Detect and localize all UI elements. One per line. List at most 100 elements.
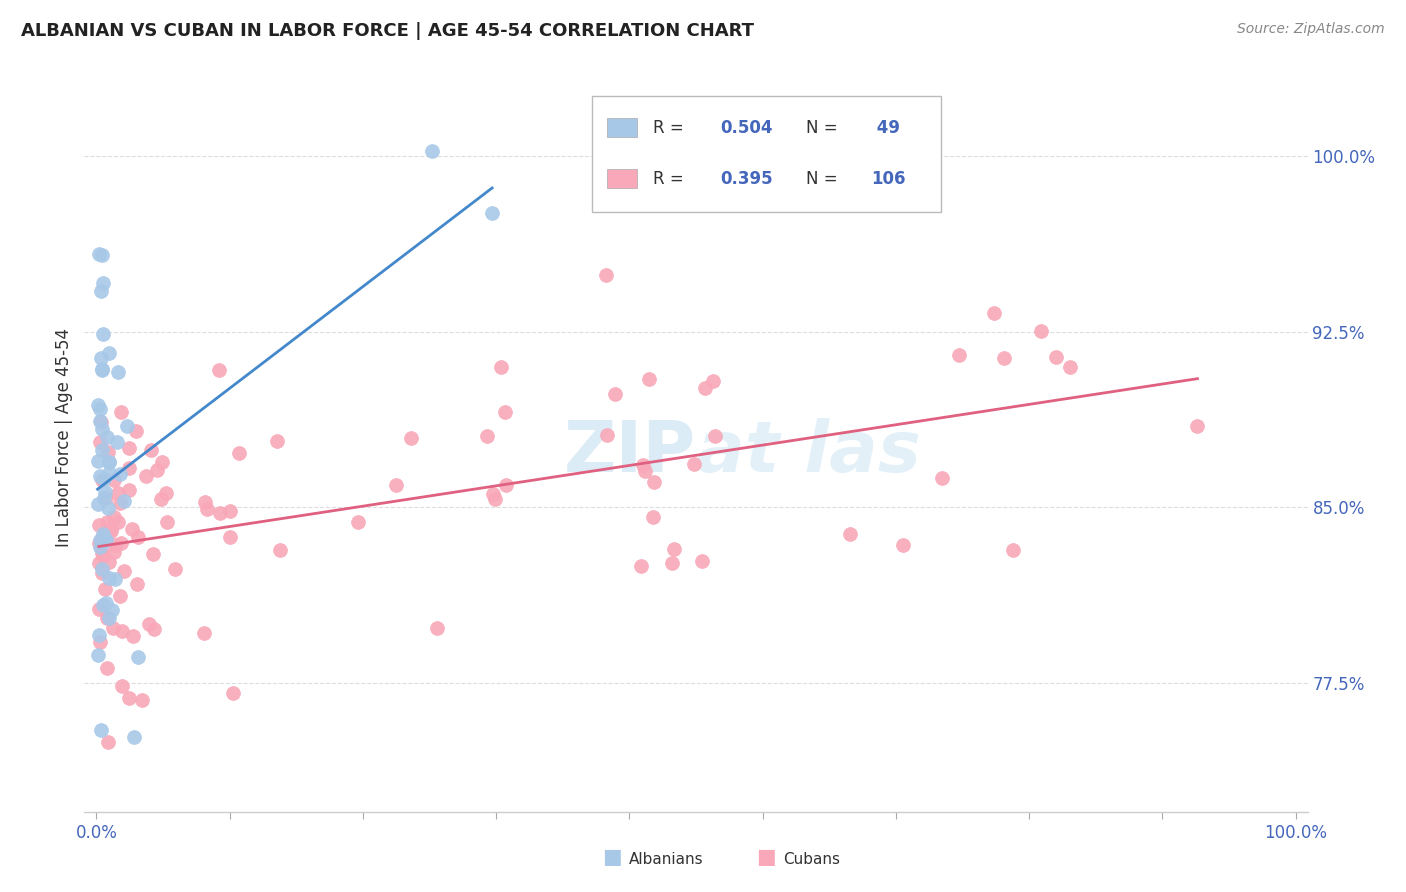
Point: [103, 473, 125, 487]
Point: [1001, 543, 1024, 558]
Point: [122, 629, 145, 643]
Point: [125, 424, 148, 438]
Point: [1187, 419, 1209, 434]
Point: [641, 510, 664, 524]
Point: [891, 538, 914, 552]
Point: [90, 361, 112, 376]
FancyBboxPatch shape: [592, 96, 941, 212]
Point: [1045, 351, 1067, 365]
Point: [704, 429, 727, 443]
Point: [269, 542, 291, 557]
Point: [115, 418, 138, 433]
Point: [103, 510, 125, 524]
Point: [93, 472, 115, 486]
Point: [90, 284, 112, 298]
Point: [112, 494, 135, 508]
Point: [218, 503, 240, 517]
Point: [101, 622, 124, 636]
Point: [693, 381, 716, 395]
Point: [97, 445, 120, 459]
Point: [661, 556, 683, 570]
Point: [90, 421, 112, 435]
Point: [90, 566, 112, 581]
Point: [91, 598, 114, 612]
FancyBboxPatch shape: [606, 119, 637, 137]
Point: [838, 527, 860, 541]
Point: [89, 517, 111, 532]
Point: [495, 477, 517, 491]
Point: [89, 541, 111, 555]
Point: [702, 375, 724, 389]
Point: [143, 622, 166, 636]
Text: Source: ZipAtlas.com: Source: ZipAtlas.com: [1237, 22, 1385, 37]
Point: [194, 495, 217, 509]
Text: at las: at las: [696, 417, 921, 486]
Point: [155, 486, 177, 500]
Point: [98, 571, 121, 585]
Point: [931, 471, 953, 485]
Point: [89, 414, 111, 428]
Point: [100, 521, 122, 535]
Point: [91, 277, 114, 291]
Point: [494, 405, 516, 419]
Point: [107, 485, 129, 500]
Point: [638, 372, 661, 386]
Point: [195, 502, 218, 516]
Point: [193, 625, 215, 640]
Point: [96, 611, 118, 625]
Point: [91, 546, 114, 560]
Text: ZIP: ZIP: [564, 417, 696, 486]
Point: [149, 492, 172, 507]
Point: [90, 363, 112, 377]
Text: R =: R =: [654, 169, 689, 187]
Point: [135, 469, 157, 483]
Point: [141, 547, 163, 561]
Point: [90, 473, 112, 487]
Point: [87, 454, 110, 468]
Point: [97, 455, 120, 469]
Point: [90, 723, 112, 737]
Point: [86, 497, 108, 511]
Point: [603, 386, 626, 401]
Point: [96, 430, 118, 444]
Point: [208, 362, 231, 376]
Point: [222, 686, 245, 700]
Point: [108, 467, 131, 482]
Point: [420, 145, 443, 159]
Point: [91, 528, 114, 542]
Point: [98, 345, 121, 359]
Point: [93, 532, 115, 546]
Point: [118, 483, 141, 498]
Point: [122, 730, 145, 744]
Point: [107, 365, 129, 379]
Point: [110, 624, 132, 639]
Point: [89, 434, 111, 449]
Point: [481, 206, 503, 220]
Point: [993, 351, 1015, 365]
Point: [595, 268, 617, 283]
Point: [91, 326, 114, 341]
Point: [482, 486, 505, 500]
Point: [218, 530, 240, 544]
Point: [111, 679, 134, 693]
Point: [97, 524, 120, 538]
Text: 49: 49: [870, 119, 900, 136]
Text: ALBANIAN VS CUBAN IN LABOR FORCE | AGE 45-54 CORRELATION CHART: ALBANIAN VS CUBAN IN LABOR FORCE | AGE 4…: [21, 22, 754, 40]
Point: [89, 468, 111, 483]
Point: [1029, 324, 1052, 338]
Point: [101, 602, 124, 616]
Point: [87, 398, 110, 412]
Point: [91, 527, 114, 541]
Text: R =: R =: [654, 119, 689, 136]
Point: [983, 306, 1005, 320]
Text: 0.504: 0.504: [720, 119, 773, 136]
Text: 106: 106: [870, 169, 905, 187]
Point: [630, 559, 652, 574]
Point: [138, 617, 160, 632]
Point: [94, 582, 117, 597]
Point: [662, 541, 685, 556]
Point: [97, 455, 120, 469]
Point: [90, 248, 112, 262]
Point: [98, 555, 121, 569]
Text: ■: ■: [756, 847, 776, 867]
